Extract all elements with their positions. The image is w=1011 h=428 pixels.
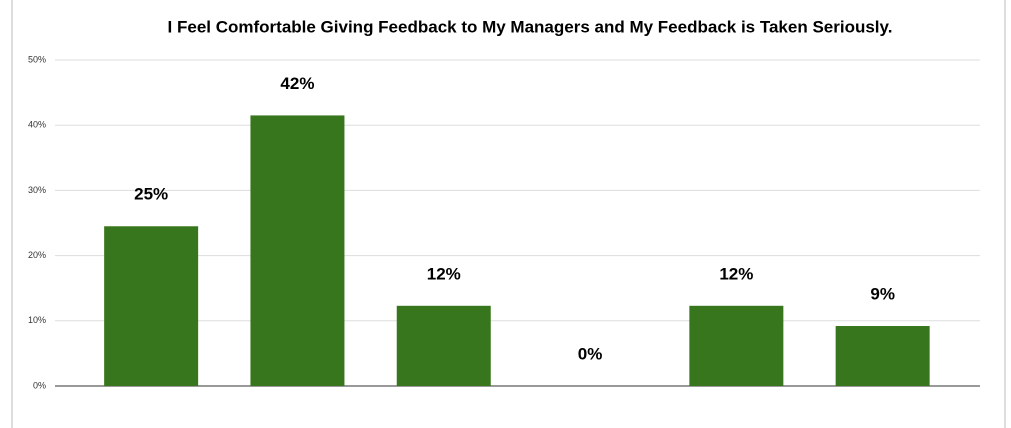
bar <box>689 305 784 386</box>
y-tick-label: 50% <box>28 54 46 64</box>
value-label: 12% <box>427 264 461 283</box>
bar <box>104 226 199 386</box>
value-label: 42% <box>280 74 314 93</box>
chart-title: I Feel Comfortable Giving Feedback to My… <box>168 17 893 36</box>
y-tick-label: 30% <box>28 185 46 195</box>
value-label: 0% <box>578 344 603 363</box>
y-tick-label: 20% <box>28 250 46 260</box>
value-label: 9% <box>870 285 895 304</box>
y-tick-label: 0% <box>33 380 46 390</box>
value-label: 25% <box>134 185 168 204</box>
bar <box>250 115 345 387</box>
y-tick-label: 40% <box>28 120 46 130</box>
value-label: 12% <box>719 264 753 283</box>
y-tick-label: 10% <box>28 315 46 325</box>
bar <box>835 326 930 386</box>
bar <box>396 305 491 386</box>
